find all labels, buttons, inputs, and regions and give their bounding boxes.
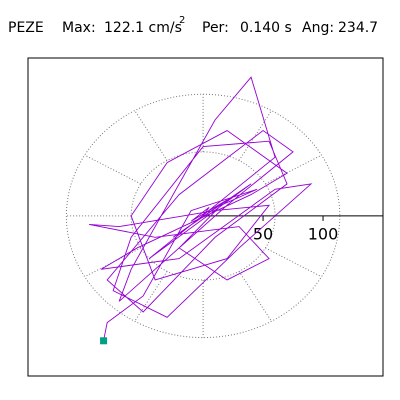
trace <box>89 76 313 341</box>
max-value: 122.1 cm/s <box>104 20 182 36</box>
x-tick-label: 50 <box>253 224 273 243</box>
spoke <box>84 154 142 185</box>
spoke <box>238 110 272 161</box>
max-exponent: 2 <box>179 15 185 26</box>
station: PEZE <box>8 20 44 36</box>
trace-group <box>89 76 313 341</box>
spoke <box>134 271 168 322</box>
angle-value: 234.7 <box>338 20 378 36</box>
spoke <box>265 154 322 185</box>
spoke <box>238 271 272 322</box>
spoke <box>134 110 168 161</box>
angle-label: Ang: <box>302 20 334 36</box>
plot-frame <box>27 57 384 377</box>
header: PEZE Max: 122.1 cm/s 2 Per: 0.140 s Ang:… <box>8 15 378 36</box>
spoke <box>265 247 322 278</box>
period-value: 0.140 s <box>240 20 292 36</box>
period-label: Per: <box>202 20 229 36</box>
end-marker <box>100 337 108 345</box>
x-tick-label: 100 <box>308 224 339 243</box>
max-label: Max: <box>62 20 96 36</box>
